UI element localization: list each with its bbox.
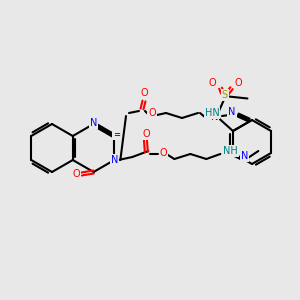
Text: O: O: [160, 148, 167, 158]
Text: S: S: [221, 90, 228, 100]
Text: O: O: [235, 78, 242, 88]
Text: O: O: [142, 129, 150, 139]
Text: O: O: [73, 169, 80, 179]
Text: O: O: [209, 78, 216, 88]
Text: N: N: [111, 155, 118, 165]
Text: N: N: [241, 151, 248, 161]
Text: HN: HN: [205, 108, 219, 118]
Text: NH: NH: [224, 146, 238, 156]
Text: =: =: [113, 130, 120, 140]
Text: N: N: [211, 112, 218, 122]
Text: O: O: [148, 108, 156, 118]
Text: N: N: [228, 107, 236, 117]
Text: O: O: [140, 88, 148, 98]
Text: N: N: [90, 118, 97, 128]
